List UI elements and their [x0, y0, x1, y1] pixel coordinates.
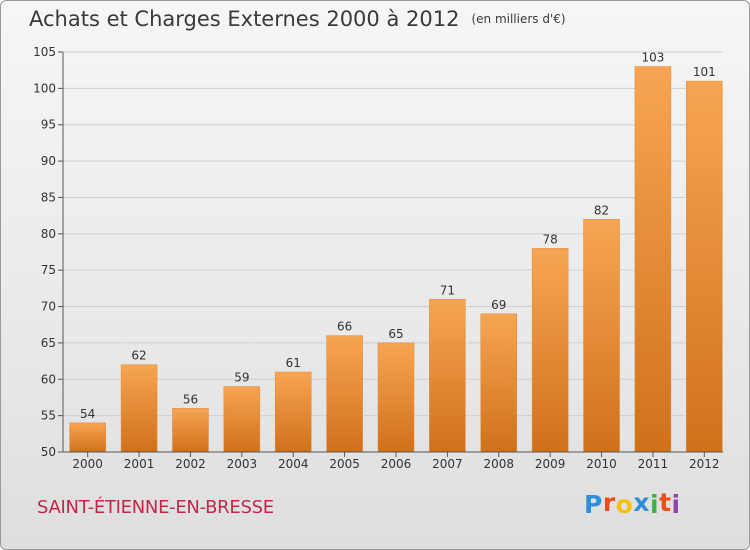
- logo-letter: P: [584, 490, 603, 519]
- x-tick-label: 2009: [535, 457, 566, 471]
- y-tick-label: 90: [41, 154, 56, 168]
- logo-letter: x: [633, 488, 650, 517]
- bar: [69, 422, 106, 453]
- y-tick-label: 80: [41, 227, 56, 241]
- bar-value-label: 65: [388, 327, 403, 341]
- x-tick-label: 2011: [638, 457, 669, 471]
- y-tick-label: 100: [33, 81, 56, 95]
- x-tick-label: 2004: [278, 457, 309, 471]
- x-tick-label: 2008: [483, 457, 514, 471]
- bar-value-label: 71: [440, 283, 455, 297]
- bar: [429, 299, 466, 453]
- y-tick-label: 95: [41, 118, 56, 132]
- bar: [583, 219, 620, 453]
- logo-letter: i: [671, 490, 681, 519]
- bar-value-label: 82: [594, 203, 609, 217]
- bar-value-label: 69: [491, 298, 506, 312]
- chart-title: Achats et Charges Externes 2000 à 2012 (e…: [29, 7, 566, 31]
- chart-subtitle: (en milliers d'€): [471, 12, 566, 26]
- bar: [480, 313, 518, 453]
- bar: [686, 80, 723, 453]
- bar-value-label: 78: [543, 232, 558, 246]
- y-tick-label: 65: [41, 336, 56, 350]
- x-tick-label: 2007: [432, 457, 463, 471]
- bar-value-label: 62: [131, 349, 146, 363]
- y-tick-label: 55: [41, 409, 56, 423]
- bar: [377, 342, 415, 453]
- commune-name: SAINT-ÉTIENNE-EN-BRESSE: [37, 497, 274, 518]
- bar: [223, 386, 261, 453]
- bar: [531, 248, 569, 453]
- y-tick-label: 105: [33, 45, 56, 59]
- x-tick-label: 2012: [689, 457, 720, 471]
- logo-letter: i: [650, 490, 660, 519]
- bar-value-label: 103: [641, 51, 664, 65]
- bar: [326, 335, 363, 453]
- logo-letter: o: [615, 490, 634, 519]
- y-tick-label: 85: [41, 190, 56, 204]
- x-tick-label: 2006: [381, 457, 412, 471]
- bar-value-label: 56: [183, 392, 198, 406]
- y-tick-label: 50: [41, 445, 56, 459]
- logo-letter: t: [659, 488, 672, 517]
- bar-value-label: 66: [337, 320, 352, 334]
- x-tick-label: 2000: [72, 457, 103, 471]
- proxiti-logo[interactable]: Proxiti: [584, 488, 681, 519]
- bar: [634, 66, 672, 453]
- x-tick-label: 2010: [586, 457, 617, 471]
- bar-value-label: 61: [286, 356, 301, 370]
- y-tick-label: 70: [41, 300, 56, 314]
- y-tick-label: 60: [41, 372, 56, 386]
- x-tick-label: 2005: [329, 457, 360, 471]
- x-tick-label: 2002: [175, 457, 206, 471]
- y-tick-label: 75: [41, 263, 56, 277]
- bar: [172, 408, 209, 453]
- bar: [274, 371, 312, 453]
- x-tick-label: 2001: [124, 457, 155, 471]
- chart-title-text: Achats et Charges Externes 2000 à 2012: [29, 7, 460, 31]
- bar-value-label: 54: [80, 407, 95, 421]
- logo-letter: r: [602, 488, 616, 517]
- bar-value-label: 101: [693, 65, 716, 79]
- bar-value-label: 59: [234, 371, 249, 385]
- x-tick-label: 2003: [227, 457, 258, 471]
- bar: [120, 364, 158, 453]
